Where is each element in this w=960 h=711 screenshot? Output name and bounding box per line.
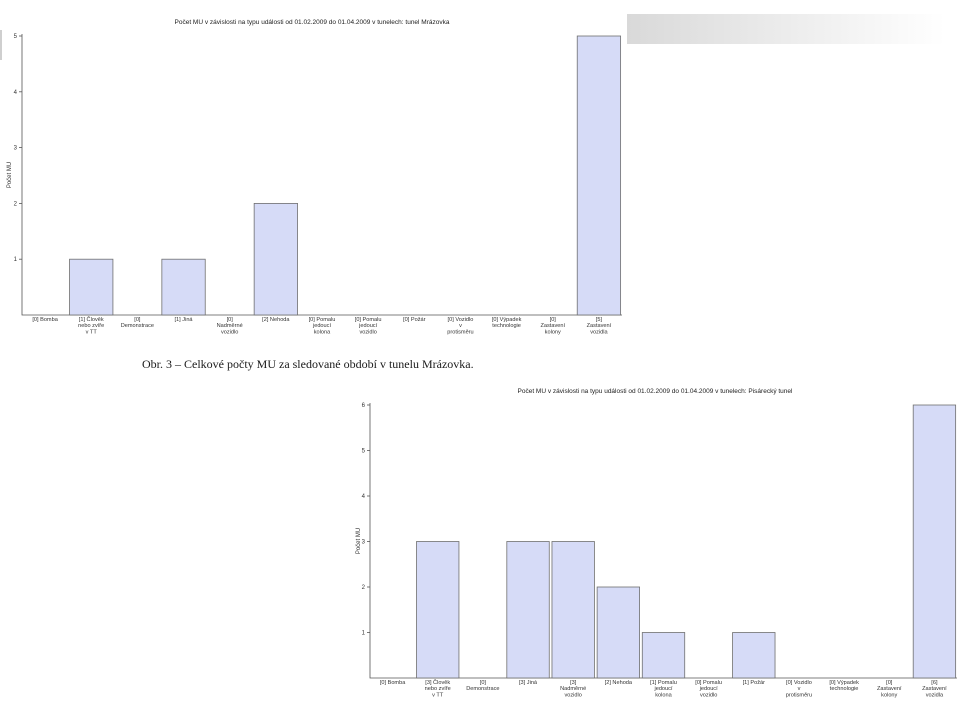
category-label: [5] Zastavení vozidla xyxy=(587,317,612,335)
axis-lines xyxy=(21,34,622,316)
category-label: [0] Pomalu jedoucí vozidlo xyxy=(695,680,722,698)
category-label: [0] Požár xyxy=(403,317,426,323)
category-label: [0] Pomalu jedoucí kolona xyxy=(309,317,336,335)
y-axis-label: Počet MU xyxy=(7,162,13,188)
bar xyxy=(641,632,686,679)
chart-title: Počet MU v závislosti na typu události o… xyxy=(518,388,794,395)
category-label: [2] Nehoda xyxy=(605,680,633,686)
bar xyxy=(551,541,595,679)
category-label: [0] Výpadek technologie xyxy=(492,317,522,329)
category-label: [0] Pomalu jedoucí vozidlo xyxy=(355,317,382,335)
y-tick-label: 3 xyxy=(362,540,366,546)
category-label: [0] Demonstrace xyxy=(466,680,499,692)
category-label: [3] Nadměrné vozidlo xyxy=(560,680,586,698)
category-label: [0] Demonstrace xyxy=(121,317,154,329)
category-label: [0] Bomba xyxy=(380,680,406,686)
category-label: [1] Jiná xyxy=(175,317,194,323)
y-tick-label: 4 xyxy=(362,494,366,500)
y-tick-label: 6 xyxy=(362,403,366,409)
y-tick-label: 1 xyxy=(362,631,366,637)
category-label: [0] Zastavení kolony xyxy=(540,317,565,335)
category-label: [0] Nadměrné vozidlo xyxy=(217,317,243,335)
category-label: [2] Nehoda xyxy=(262,317,290,323)
bar xyxy=(416,541,460,679)
left-edge-marker xyxy=(0,30,2,60)
bar xyxy=(253,202,298,316)
decorative-gradient-band xyxy=(627,14,945,44)
bar xyxy=(596,586,640,679)
category-label: [0] Bomba xyxy=(32,317,58,323)
y-tick-label: 2 xyxy=(14,201,18,207)
chart-mrazovka: Počet MU v závislosti na typu události o… xyxy=(7,19,622,335)
category-label: [1] Člověk nebo zvíře v TT xyxy=(78,316,104,335)
y-tick-label: 3 xyxy=(14,146,18,152)
category-label: [1] Pomalu jedoucí kolona xyxy=(650,680,677,698)
category-label: [0] Zastavení kolony xyxy=(877,680,902,698)
bar xyxy=(912,404,957,679)
y-tick-label: 1 xyxy=(14,257,18,263)
chart-title: Počet MU v závislosti na typu události o… xyxy=(175,19,450,26)
bar xyxy=(161,258,206,316)
category-label: [3] Člověk nebo zvíře v TT xyxy=(425,679,451,698)
category-label: [0] Vozidlo v protisměru xyxy=(786,680,812,698)
chart-pisarecky: Počet MU v závislosti na typu události o… xyxy=(356,388,957,698)
y-tick-label: 4 xyxy=(14,90,18,96)
bar xyxy=(732,632,776,679)
bar xyxy=(506,541,550,679)
category-label: [1] Požár xyxy=(743,680,766,686)
y-axis-label: Počet MU xyxy=(356,528,362,554)
bar xyxy=(69,258,114,316)
category-label: [0] Vozidlo v protisměru xyxy=(447,317,473,335)
category-label: [3] Jiná xyxy=(519,680,538,686)
category-label: [6] Zastavení vozidla xyxy=(922,680,947,698)
y-tick-label: 5 xyxy=(362,449,366,455)
bar xyxy=(576,35,622,316)
y-tick-label: 2 xyxy=(362,585,366,591)
figure-caption: Obr. 3 – Celkové počty MU za sledované o… xyxy=(142,357,474,371)
y-tick-label: 5 xyxy=(14,34,18,40)
category-label: [0] Výpadek technologie xyxy=(829,680,859,692)
